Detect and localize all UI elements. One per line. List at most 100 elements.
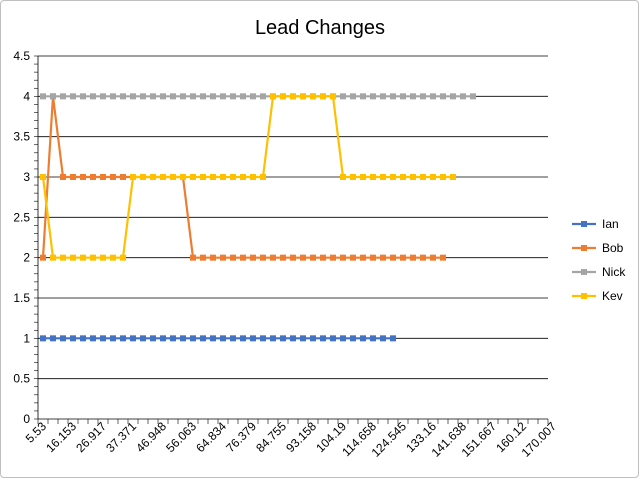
data-point-bob (290, 254, 296, 261)
data-point-ian (170, 335, 176, 342)
data-point-kev (320, 93, 326, 100)
data-point-bob (350, 254, 356, 261)
data-point-ian (160, 335, 166, 342)
data-point-ian (140, 335, 146, 342)
y-tick-label: 4 (23, 89, 30, 103)
data-point-nick (80, 93, 86, 100)
data-point-kev (420, 174, 426, 180)
data-point-kev (40, 174, 46, 180)
data-point-ian (150, 335, 156, 342)
data-point-nick (340, 93, 346, 100)
data-point-kev (170, 174, 176, 180)
data-point-nick (120, 93, 126, 100)
data-point-bob (430, 254, 436, 261)
data-point-kev (430, 174, 436, 180)
data-point-kev (390, 174, 396, 180)
data-point-kev (70, 254, 76, 261)
data-point-nick (430, 93, 436, 100)
data-point-nick (150, 93, 156, 100)
data-point-nick (390, 93, 396, 100)
y-tick-label: 4.5 (13, 49, 30, 63)
data-point-bob (40, 254, 46, 261)
legend-marker-kev (581, 293, 587, 299)
data-point-ian (310, 335, 316, 342)
data-point-nick (220, 93, 226, 100)
data-point-ian (80, 335, 86, 342)
data-point-nick (70, 93, 76, 100)
data-point-bob (100, 174, 106, 180)
data-point-bob (370, 254, 376, 261)
x-tick-label: 46.948 (133, 419, 169, 455)
data-point-ian (280, 335, 286, 342)
axes (34, 55, 549, 424)
x-tick-label: 26.917 (73, 419, 109, 455)
data-point-ian (60, 335, 66, 342)
data-point-kev (280, 93, 286, 100)
legend: Ian Bob Nick Kev (572, 217, 626, 303)
data-point-nick (100, 93, 106, 100)
data-point-bob (410, 254, 416, 261)
data-point-nick (470, 93, 476, 100)
data-point-bob (220, 254, 226, 261)
data-point-nick (410, 93, 416, 100)
data-point-ian (190, 335, 196, 342)
data-point-ian (380, 335, 386, 342)
legend-label-bob: Bob (602, 241, 624, 255)
data-point-nick (160, 93, 166, 100)
data-point-kev (240, 174, 246, 180)
data-point-bob (200, 254, 206, 261)
data-point-nick (130, 93, 136, 100)
data-point-kev (360, 174, 366, 180)
data-point-bob (420, 254, 426, 261)
data-point-bob (190, 254, 196, 261)
x-tick-label: 64.834 (193, 419, 229, 455)
data-point-kev (340, 174, 346, 180)
data-point-bob (120, 174, 126, 180)
data-point-kev (310, 93, 316, 100)
legend-marker-nick (581, 269, 587, 275)
data-point-kev (90, 254, 96, 261)
data-point-ian (70, 335, 76, 342)
y-tick-label: 1.5 (13, 291, 30, 305)
x-tick-label: 93.158 (283, 419, 319, 455)
data-point-nick (360, 93, 366, 100)
data-point-bob (110, 174, 116, 180)
chart-title: Lead Changes (255, 17, 385, 39)
data-point-ian (270, 335, 276, 342)
data-point-nick (240, 93, 246, 100)
data-point-kev (400, 174, 406, 180)
data-point-kev (140, 174, 146, 180)
data-point-kev (60, 254, 66, 261)
y-tick-label: 3 (23, 170, 30, 184)
data-point-bob (280, 254, 286, 261)
data-point-nick (370, 93, 376, 100)
data-point-ian (320, 335, 326, 342)
data-point-bob (300, 254, 306, 261)
data-point-bob (330, 254, 336, 261)
data-point-bob (340, 254, 346, 261)
data-point-kev (410, 174, 416, 180)
data-point-nick (90, 93, 96, 100)
data-point-nick (200, 93, 206, 100)
data-point-nick (180, 93, 186, 100)
data-point-bob (60, 174, 66, 180)
data-point-ian (220, 335, 226, 342)
data-point-kev (180, 174, 186, 180)
data-point-ian (250, 335, 256, 342)
data-point-kev (150, 174, 156, 180)
data-point-nick (380, 93, 386, 100)
data-point-kev (350, 174, 356, 180)
data-point-bob (230, 254, 236, 261)
data-point-kev (260, 174, 266, 180)
data-point-kev (250, 174, 256, 180)
data-point-kev (80, 254, 86, 261)
data-point-ian (370, 335, 376, 342)
legend-label-ian: Ian (602, 217, 619, 231)
data-point-kev (220, 174, 226, 180)
data-point-ian (340, 335, 346, 342)
data-point-nick (210, 93, 216, 100)
series-lines (40, 93, 476, 342)
y-tick-label: 3.5 (13, 130, 30, 144)
